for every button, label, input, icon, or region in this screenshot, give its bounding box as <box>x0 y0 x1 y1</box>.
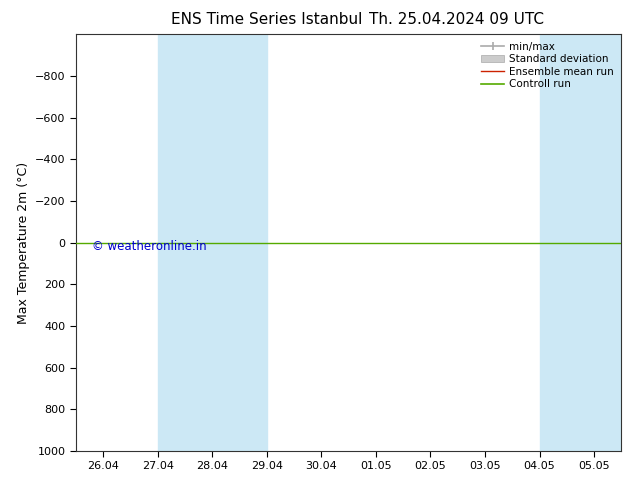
Text: ENS Time Series Istanbul: ENS Time Series Istanbul <box>171 12 362 27</box>
Legend: min/max, Standard deviation, Ensemble mean run, Controll run: min/max, Standard deviation, Ensemble me… <box>479 40 616 92</box>
Text: Th. 25.04.2024 09 UTC: Th. 25.04.2024 09 UTC <box>369 12 544 27</box>
Bar <box>540 34 621 451</box>
Y-axis label: Max Temperature 2m (°C): Max Temperature 2m (°C) <box>16 162 30 323</box>
Bar <box>158 34 267 451</box>
Text: © weatheronline.in: © weatheronline.in <box>93 241 207 253</box>
